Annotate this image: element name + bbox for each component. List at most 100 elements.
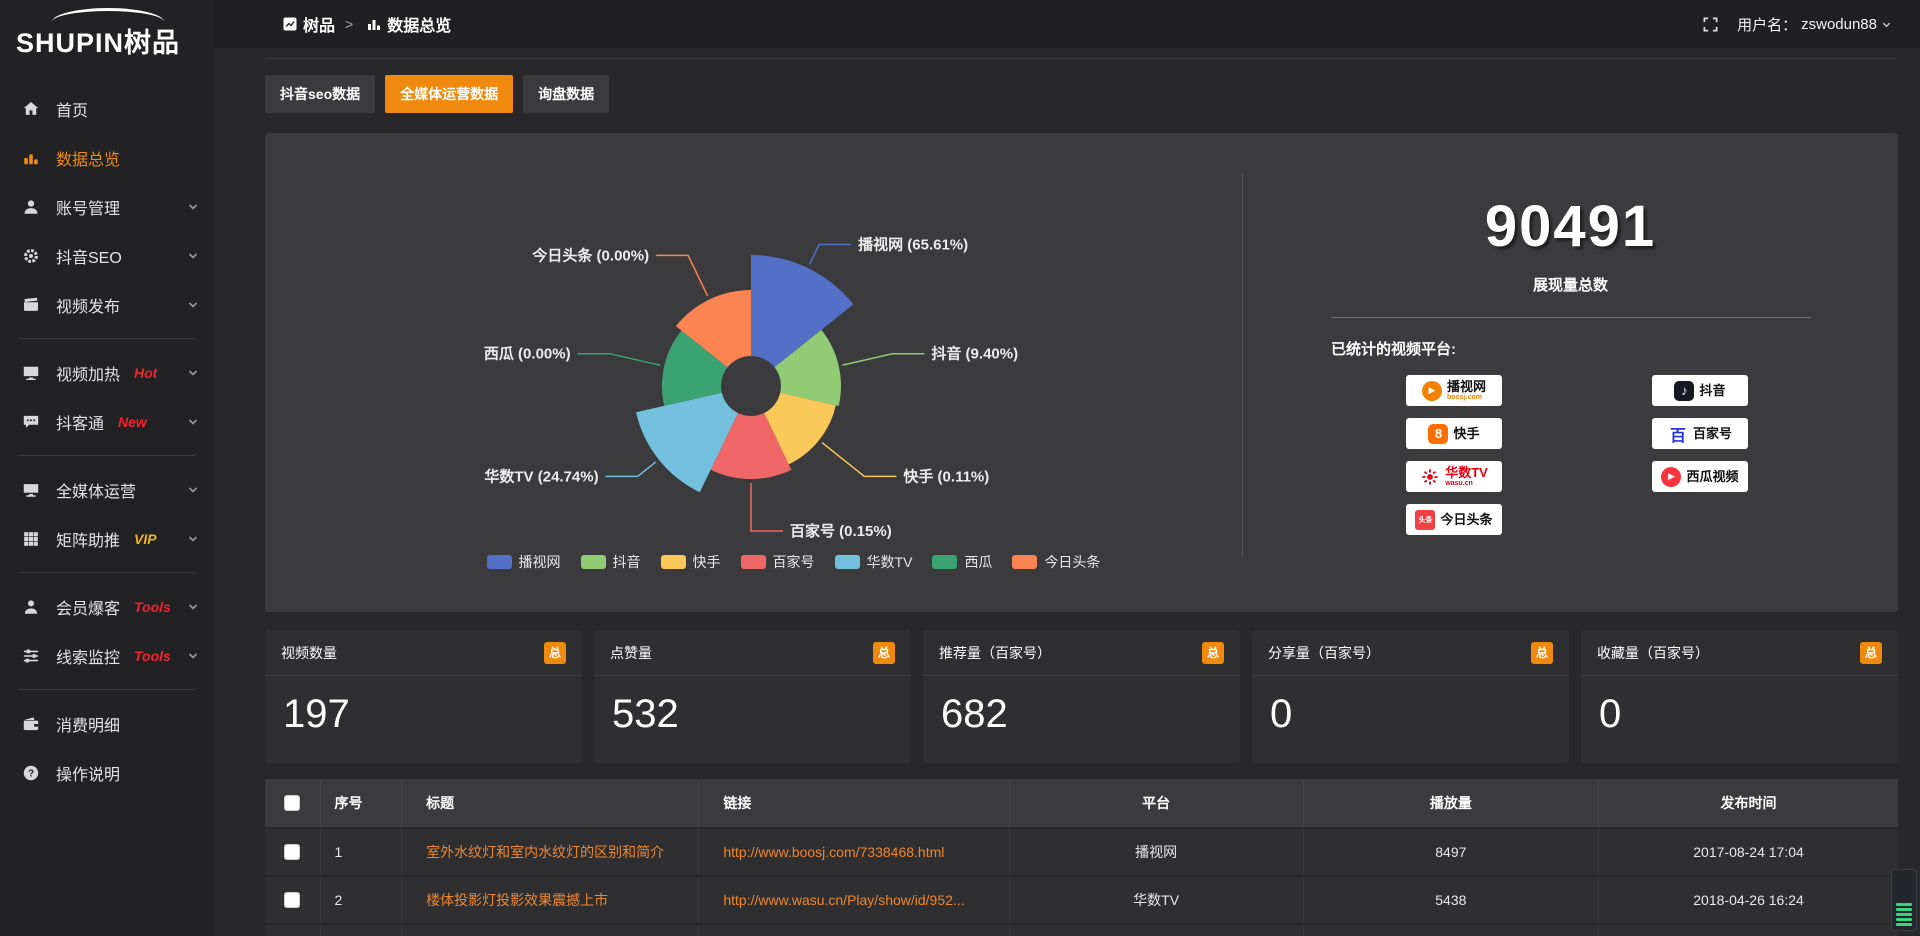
- sidebar-item-douyin-seo[interactable]: 抖音SEO: [0, 231, 213, 280]
- platform-name: 百家号: [1692, 425, 1732, 441]
- legend-item-kuaishou[interactable]: 快手: [660, 552, 721, 572]
- legend-label: 快手: [692, 554, 721, 570]
- legend-item-xigua[interactable]: 西瓜: [932, 552, 992, 572]
- sidebar-item-matrix-boost[interactable]: 矩阵助推 VIP: [0, 514, 213, 563]
- pie-slice-3[interactable]: [710, 413, 792, 480]
- pie-label: 抖音 (9.40%): [931, 345, 1018, 363]
- brand-logo[interactable]: SHUPIN树品: [0, 0, 213, 60]
- data-tabs: 抖音seo数据 全媒体运营数据 询盘数据: [265, 75, 1898, 113]
- legend-item-toutiao[interactable]: 今日头条: [1012, 552, 1100, 572]
- legend-item-washutv[interactable]: 华数TV: [834, 552, 912, 572]
- pie-slice-1[interactable]: [774, 329, 841, 406]
- platforms-grid: ▶ 播视网 boosj.com 8 快手 华数TV wasu.cn 头条 今日头条: [1406, 375, 1898, 535]
- sidebar-item-media-ops[interactable]: 全媒体运营: [0, 465, 213, 514]
- logo-text-en: SHUPIN: [16, 28, 125, 58]
- legend-label: 播视网: [518, 554, 561, 570]
- cell-index: 2: [321, 877, 403, 923]
- sidebar-item-video-publish[interactable]: 视频发布: [0, 280, 213, 329]
- platform-badge-boshiwang: ▶ 播视网 boosj.com: [1406, 375, 1502, 406]
- tools-badge: Tools: [134, 598, 171, 615]
- platforms-column-left: ▶ 播视网 boosj.com 8 快手 华数TV wasu.cn 头条 今日头条: [1406, 375, 1502, 535]
- platform-badge-xigua: ▶ 西瓜视频: [1652, 461, 1748, 492]
- wasu-sun-icon: [1420, 467, 1440, 487]
- rose-chart-area: 播视网 (65.61%) 抖音 (9.40%) 快手 (0.11%) 百家号 (0.1…: [265, 133, 1242, 612]
- toutiao-logo-icon: 头条: [1415, 509, 1436, 530]
- pie-slice-2[interactable]: [764, 392, 836, 465]
- legend-label: 百家号: [772, 554, 815, 570]
- stat-card-video-count: 视频数量 总 197: [265, 630, 582, 763]
- stat-card-favorites: 收藏量（百家号） 总 0: [1581, 630, 1898, 763]
- legend-swatch: [932, 555, 958, 569]
- sidebar-item-label: 全媒体运营: [56, 483, 137, 501]
- row-checkbox[interactable]: [284, 892, 301, 908]
- sidebar-item-home[interactable]: 首页: [0, 84, 213, 133]
- legend-swatch: [1012, 555, 1038, 569]
- select-all-checkbox[interactable]: [284, 795, 301, 811]
- wallet-icon: [23, 716, 39, 730]
- sidebar-item-member-baoke[interactable]: 会员爆客 Tools: [0, 582, 213, 631]
- pie-slice-5[interactable]: [661, 330, 728, 406]
- tab-media-ops-data[interactable]: 全媒体运营数据: [385, 75, 514, 113]
- sidebar-item-label: 数据总览: [56, 151, 121, 169]
- sidebar-item-label: 抖客通: [56, 415, 105, 433]
- sidebar-item-label: 矩阵助推: [56, 532, 121, 550]
- breadcrumb-root[interactable]: 树品: [303, 18, 336, 35]
- summary-divider: [1330, 317, 1811, 318]
- video-url-link[interactable]: http://www.wasu.cn/Play/show/id/952...: [723, 892, 965, 908]
- stat-card-value: 682: [941, 692, 1008, 736]
- legend-item-boshiwang[interactable]: 播视网: [486, 552, 561, 572]
- pie-label-line: [577, 352, 661, 367]
- total-impressions-value: 90491: [1484, 194, 1657, 259]
- sidebar-item-label: 账号管理: [56, 200, 121, 218]
- chevron-down-icon: [188, 603, 198, 610]
- widget-bar: [1896, 908, 1912, 911]
- sidebar-item-lead-monitor[interactable]: 线索监控 Tools: [0, 631, 213, 680]
- floating-widget[interactable]: [1891, 869, 1917, 931]
- chevron-down-icon: [188, 418, 198, 425]
- person-icon: [24, 599, 38, 614]
- legend-item-baijiahao[interactable]: 百家号: [740, 552, 815, 572]
- platforms-label: 已统计的视频平台:: [1331, 341, 1456, 358]
- widget-bar: [1896, 923, 1912, 926]
- sidebar-item-label: 抖音SEO: [56, 249, 122, 267]
- sidebar: SHUPIN树品 首页 数据总览 账号管理 抖音SEO 视频发布: [0, 0, 213, 936]
- column-header-link: 链接: [699, 779, 1010, 827]
- stat-card-title: 分享量（百家号）: [1268, 644, 1380, 661]
- video-title-link[interactable]: 室外水纹灯和室内水纹灯的区别和简介: [426, 844, 665, 860]
- platform-badge-douyin: ♪ 抖音: [1652, 375, 1748, 406]
- cell-publish-time: 2018-04-26 16:24: [1693, 892, 1804, 908]
- column-header-index: 序号: [321, 779, 403, 827]
- fullscreen-icon[interactable]: [1702, 16, 1719, 33]
- pie-slice-0[interactable]: [751, 255, 854, 368]
- cell-plays: 8497: [1304, 829, 1600, 875]
- column-header-plays: 播放量: [1304, 779, 1600, 827]
- chevron-down-icon: [188, 203, 198, 210]
- question-icon: ?: [23, 765, 39, 780]
- stat-card-recommends: 推荐量（百家号） 总 682: [923, 630, 1240, 763]
- pie-slice-4[interactable]: [636, 392, 738, 493]
- tab-inquiry-data[interactable]: 询盘数据: [523, 75, 610, 113]
- platform-name: 今日头条: [1440, 511, 1493, 527]
- video-url-link[interactable]: http://www.boosj.com/7338468.html: [723, 844, 945, 860]
- pie-slice-6[interactable]: [675, 289, 751, 368]
- stat-card-title: 视频数量: [281, 644, 337, 661]
- pie-label: 快手 (0.11%): [903, 467, 989, 485]
- sidebar-divider: [18, 572, 195, 573]
- stat-card-title: 点赞量: [610, 644, 652, 661]
- user-menu[interactable]: 用户名： zswodun88: [1737, 14, 1892, 35]
- stat-card-value: 532: [612, 692, 679, 736]
- legend-swatch: [740, 555, 766, 569]
- legend-item-douyin[interactable]: 抖音: [580, 552, 641, 572]
- video-title-link[interactable]: 楼体投影灯投影效果震撼上市: [426, 892, 609, 908]
- sidebar-item-video-heat[interactable]: 视频加热 Hot: [0, 348, 213, 397]
- tools-badge: Tools: [134, 647, 171, 664]
- sidebar-item-help[interactable]: ? 操作说明: [0, 748, 213, 797]
- tab-douyin-seo-data[interactable]: 抖音seo数据: [265, 75, 376, 113]
- sidebar-item-doketong[interactable]: 抖客通 New: [0, 397, 213, 446]
- sidebar-item-data-overview[interactable]: 数据总览: [0, 133, 213, 182]
- sidebar-item-spending-detail[interactable]: 消费明细: [0, 699, 213, 748]
- widget-bar: [1896, 918, 1912, 921]
- row-checkbox[interactable]: [284, 844, 301, 860]
- sidebar-item-account[interactable]: 账号管理: [0, 182, 213, 231]
- breadcrumb-current[interactable]: 数据总览: [387, 18, 452, 35]
